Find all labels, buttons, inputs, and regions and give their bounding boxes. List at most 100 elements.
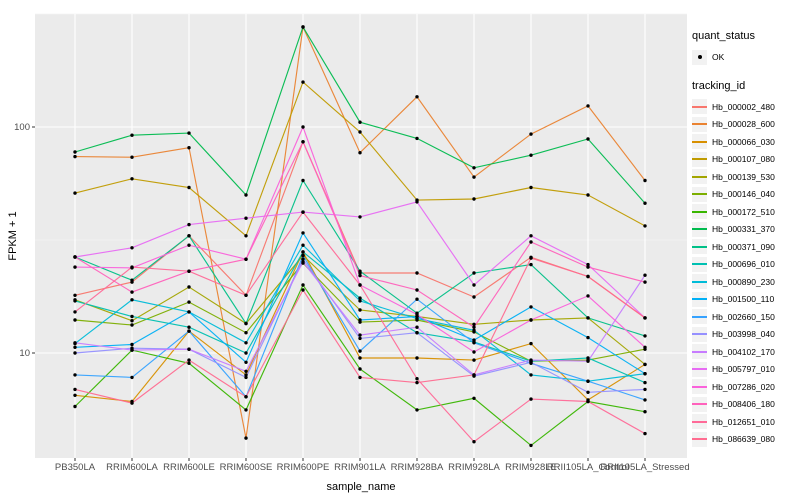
line-swatch-icon — [692, 385, 707, 388]
legend-item: Hb_003998_040 — [692, 326, 800, 342]
data-point — [586, 390, 590, 394]
data-point — [73, 293, 77, 297]
legend-key — [692, 256, 707, 272]
data-point — [301, 178, 305, 183]
data-point — [187, 310, 191, 314]
data-point — [130, 155, 134, 159]
data-point — [643, 273, 647, 277]
data-point — [586, 316, 590, 320]
data-point — [643, 201, 647, 205]
data-point — [73, 373, 77, 377]
data-point — [187, 300, 191, 304]
data-point — [415, 297, 419, 301]
data-point — [301, 257, 305, 261]
data-point — [586, 274, 590, 279]
legend-item: Hb_007286_020 — [692, 379, 800, 395]
legend-item: Hb_000696_010 — [692, 256, 800, 272]
data-point — [472, 440, 476, 444]
x-tick-label: RRIM600PE — [277, 462, 330, 473]
data-point — [130, 401, 134, 405]
legend-item-label: Hb_000146_040 — [712, 189, 775, 199]
data-point — [643, 380, 647, 385]
data-point — [358, 283, 362, 287]
data-point — [130, 348, 134, 352]
data-point — [529, 373, 533, 377]
data-point — [586, 399, 590, 404]
line-swatch-icon — [692, 368, 707, 370]
data-point — [73, 265, 77, 269]
data-point — [529, 318, 533, 322]
data-point — [472, 271, 476, 275]
data-point — [415, 95, 419, 99]
line-swatch-icon — [692, 210, 707, 213]
data-point — [415, 136, 419, 141]
data-point — [301, 210, 305, 214]
data-point — [586, 294, 590, 298]
legend-item-label: Hb_086639_080 — [712, 434, 775, 444]
data-point — [643, 334, 647, 338]
data-point — [643, 431, 647, 436]
data-point — [358, 269, 362, 273]
data-point — [244, 321, 248, 326]
legend-item-label: Hb_000331_370 — [712, 224, 775, 234]
legend-item: Hb_000371_090 — [692, 239, 800, 255]
data-point — [244, 193, 248, 197]
x-tick-label: RRII105LA_Stressed — [600, 462, 689, 473]
data-point — [244, 216, 248, 220]
data-point — [73, 191, 77, 195]
data-point — [472, 283, 476, 287]
legend-key — [692, 361, 707, 377]
data-point — [187, 269, 191, 273]
legend-item-label: OK — [712, 52, 725, 62]
data-point — [415, 331, 419, 335]
data-point — [130, 278, 134, 282]
data-point — [643, 280, 647, 284]
data-point — [244, 395, 248, 399]
legend-key — [692, 151, 707, 167]
data-point — [244, 341, 248, 345]
data-point — [472, 328, 476, 332]
data-point — [244, 331, 248, 335]
legend-item-label: Hb_002660_150 — [712, 311, 775, 322]
line-swatch-icon — [692, 193, 707, 195]
data-point — [358, 333, 362, 337]
data-point — [586, 265, 590, 269]
data-point — [415, 408, 419, 412]
data-point — [472, 295, 476, 299]
data-point — [415, 380, 419, 385]
data-point — [130, 133, 134, 137]
legend-item: Hb_005797_010 — [692, 361, 800, 377]
legend-item-label: Hb_000002_480 — [712, 101, 775, 112]
data-point — [130, 319, 134, 323]
x-tick-label: RRIM901LA — [334, 462, 386, 473]
legend-item-label: Hb_000139_530 — [712, 171, 775, 182]
legend-item: Hb_001500_110 — [692, 291, 800, 307]
data-point — [73, 255, 77, 259]
line-swatch-icon — [692, 420, 707, 423]
data-point — [529, 234, 533, 238]
data-point — [130, 246, 134, 250]
data-point — [187, 222, 191, 227]
data-point — [358, 215, 362, 219]
legend-key — [692, 221, 707, 237]
data-point — [472, 197, 476, 201]
data-point — [472, 325, 476, 329]
line-swatch-icon — [692, 158, 707, 160]
data-point — [643, 224, 647, 228]
legend-item-label: Hb_000696_010 — [712, 259, 775, 269]
data-point — [187, 325, 191, 329]
legend-key — [692, 309, 707, 324]
data-point — [301, 243, 305, 247]
line-swatch-icon — [692, 333, 707, 335]
data-point — [73, 404, 77, 409]
legend-key — [692, 116, 707, 132]
data-point — [415, 325, 419, 329]
data-point — [130, 265, 134, 269]
legend-key — [692, 274, 707, 289]
legend-key — [692, 379, 707, 394]
data-point — [187, 358, 191, 362]
line-swatch-icon — [692, 105, 707, 108]
legend-key — [692, 431, 707, 447]
data-point — [415, 288, 419, 292]
